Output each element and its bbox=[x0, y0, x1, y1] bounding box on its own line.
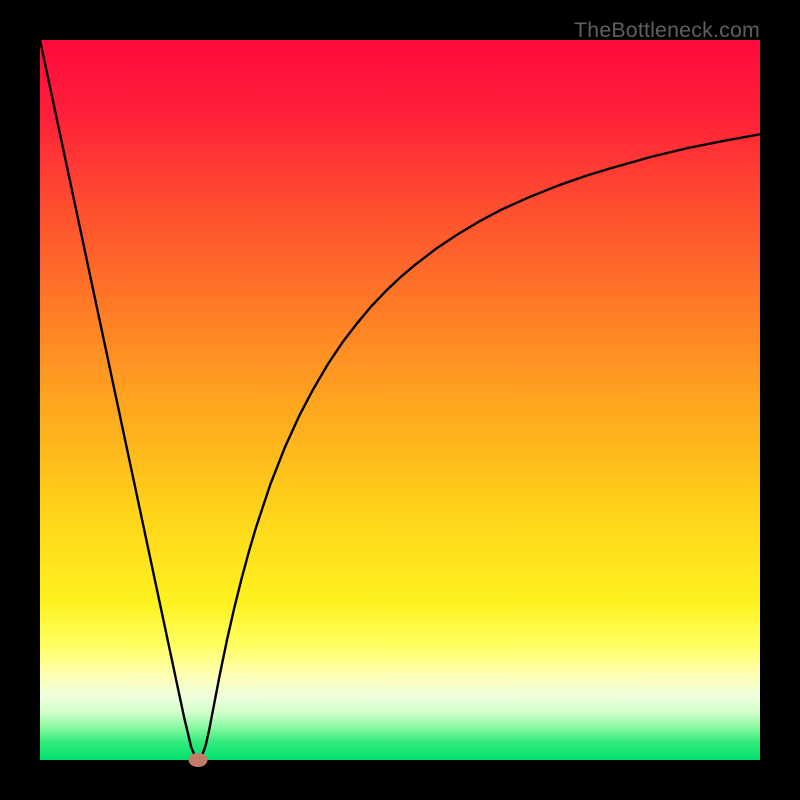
figure-root: TheBottleneck.com bbox=[0, 0, 800, 800]
min-point-marker bbox=[189, 753, 208, 767]
plot-area bbox=[40, 40, 760, 760]
gradient-background bbox=[40, 40, 760, 760]
watermark-text: TheBottleneck.com bbox=[574, 18, 760, 43]
